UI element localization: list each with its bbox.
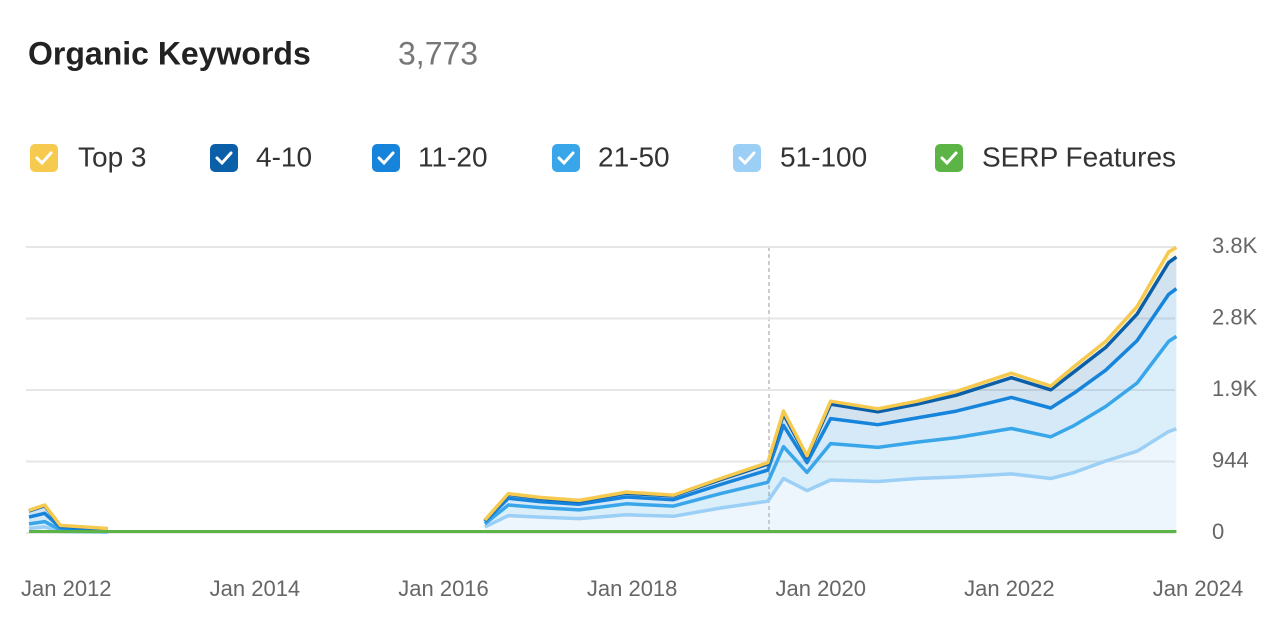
area-band	[29, 428, 1177, 533]
legend-item[interactable]: Top 3	[30, 141, 147, 172]
check-icon	[35, 151, 53, 166]
legend-label[interactable]: 11-20	[418, 141, 488, 172]
legend-checkbox[interactable]	[372, 144, 400, 172]
x-tick-label: Jan 2018	[587, 576, 678, 601]
legend-item[interactable]: 51-100	[733, 141, 867, 172]
check-icon	[215, 151, 233, 166]
y-tick-label: 1.9K	[1212, 376, 1258, 401]
legend-label[interactable]: Top 3	[78, 141, 147, 172]
legend-label[interactable]: 21-50	[598, 141, 670, 172]
check-icon	[940, 151, 958, 166]
y-tick-label: 944	[1212, 447, 1249, 472]
legend-label[interactable]: SERP Features	[982, 141, 1176, 172]
legend-label[interactable]: 51-100	[780, 141, 867, 172]
legend-item[interactable]: SERP Features	[935, 141, 1176, 172]
legend-checkbox[interactable]	[733, 144, 761, 172]
x-tick-label: Jan 2016	[398, 576, 489, 601]
legend-checkbox[interactable]	[935, 144, 963, 172]
check-icon	[377, 151, 395, 166]
legend-label[interactable]: 4-10	[256, 141, 312, 172]
legend-checkbox[interactable]	[30, 144, 58, 172]
legend-item[interactable]: 11-20	[372, 141, 488, 172]
x-tick-label: Jan 2024	[1153, 576, 1244, 601]
legend-checkbox[interactable]	[210, 144, 238, 172]
y-tick-label: 0	[1212, 519, 1224, 544]
total-count: 3,773	[398, 35, 478, 71]
y-tick-label: 2.8K	[1212, 304, 1258, 329]
widget-title: Organic Keywords	[28, 35, 311, 71]
legend-item[interactable]: 4-10	[210, 141, 312, 172]
check-icon	[738, 151, 756, 166]
x-tick-label: Jan 2012	[21, 576, 112, 601]
x-tick-label: Jan 2022	[964, 576, 1055, 601]
y-tick-label: 3.8K	[1212, 233, 1258, 258]
legend-checkbox[interactable]	[552, 144, 580, 172]
legend-item[interactable]: 21-50	[552, 141, 670, 172]
x-tick-label: Jan 2020	[775, 576, 866, 601]
x-tick-label: Jan 2014	[210, 576, 301, 601]
area-line	[28, 245, 1178, 531]
check-icon	[557, 151, 575, 166]
